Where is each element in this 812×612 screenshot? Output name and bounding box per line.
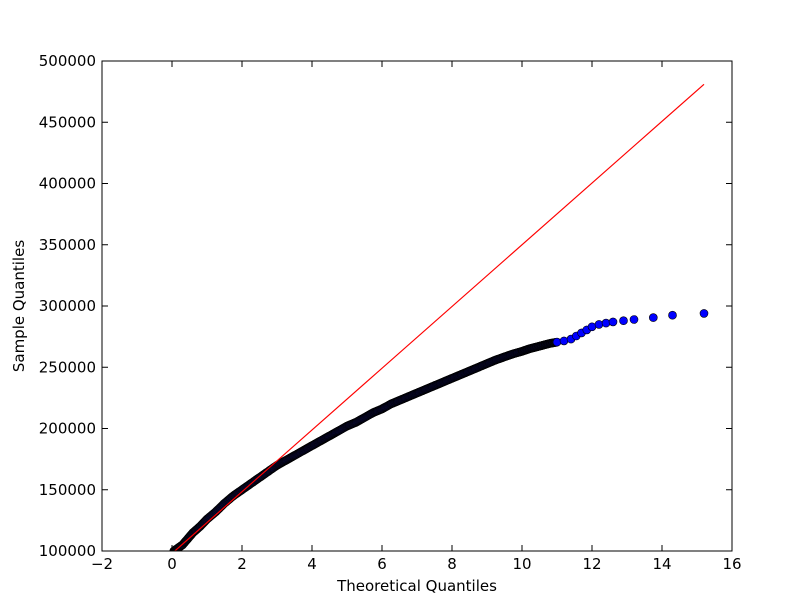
x-tick-label: 0: [167, 555, 177, 573]
y-tick-label: 150000: [39, 481, 96, 499]
x-axis: −2 0 2 4 6 8 10 12 14 16: [91, 61, 742, 573]
y-tick-label: 350000: [39, 236, 96, 254]
x-tick-label: −2: [91, 555, 113, 573]
data-point: [594, 320, 604, 329]
x-tick-label: 16: [722, 555, 741, 573]
y-axis-label: Sample Quantiles: [10, 240, 28, 372]
data-point: [668, 310, 677, 320]
y-tick-label: 500000: [39, 52, 96, 70]
data-point: [629, 315, 639, 324]
data-point: [648, 313, 658, 322]
y-tick-label: 400000: [39, 175, 96, 193]
x-tick-label: 2: [237, 555, 247, 573]
y-axis: 100000 150000 200000 250000 300000 350000 4000…: [39, 52, 732, 560]
reference-line: [173, 83, 705, 551]
data-point: [601, 318, 611, 328]
x-axis-label: Theoretical Quantiles: [336, 577, 497, 595]
x-tick-label: 10: [512, 555, 531, 573]
data-point: [552, 337, 562, 347]
x-tick-label: 6: [377, 555, 387, 573]
plot-area: [169, 83, 709, 551]
data-point: [699, 309, 709, 318]
data-point: [608, 317, 618, 327]
y-tick-label: 300000: [39, 297, 96, 315]
x-tick-label: 12: [582, 555, 601, 573]
x-tick-label: 8: [447, 555, 457, 573]
y-tick-label: 450000: [39, 113, 96, 131]
axes-frame: [101, 60, 733, 552]
data-point: [559, 336, 569, 346]
y-tick-label: 250000: [39, 358, 96, 376]
data-point: [619, 316, 628, 326]
x-tick-label: 14: [652, 555, 671, 573]
y-tick-label: 200000: [39, 420, 96, 438]
y-tick-label: 100000: [39, 542, 96, 560]
x-tick-label: 4: [307, 555, 317, 573]
